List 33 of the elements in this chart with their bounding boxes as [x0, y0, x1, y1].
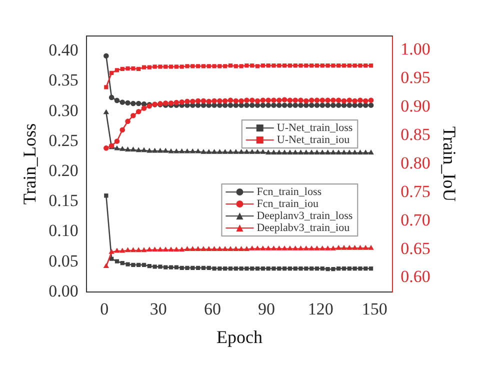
x-tick-label: 60: [204, 300, 221, 319]
legend-label: U-Net_train_iou: [276, 134, 350, 146]
y2-tick-label: 0.90: [400, 96, 430, 116]
y-tick-label: 0.40: [48, 40, 78, 60]
y-tick-label: 0.10: [48, 221, 78, 240]
y2-tick-label: 0.80: [400, 153, 430, 172]
y2-tick-label: 0.95: [400, 68, 430, 88]
legend-label: Fcn_train_loss: [256, 186, 322, 198]
x-tick-label: 150: [362, 300, 388, 319]
y2-tick-label: 0.65: [400, 238, 430, 258]
legend-label: Deeplabv3_train_iou: [256, 222, 350, 234]
y-tick-label: 0.35: [48, 70, 78, 90]
x-tick-label: 0: [100, 300, 109, 319]
y-tick-label: 0.15: [48, 191, 78, 210]
y2-axis-title: Train_IoU: [439, 126, 460, 202]
legend-label: U-Net_train_loss: [276, 122, 353, 134]
y-tick-label: 0.00: [48, 281, 78, 300]
x-tick-label: 30: [150, 300, 167, 319]
y2-tick-label: 0.60: [400, 267, 430, 286]
y2-tick-label: 1.00: [400, 40, 430, 59]
y2-tick-label: 0.75: [400, 182, 430, 201]
y-tick-label: 0.20: [48, 161, 78, 180]
y-axis-title: Train_Loss: [20, 123, 40, 205]
x-tick-label: 90: [258, 300, 276, 319]
legend-label: Deeplanv3_train_loss: [256, 210, 353, 222]
x-tick-label: 120: [308, 300, 334, 319]
y2-tick-label: 0.70: [400, 210, 430, 230]
y-tick-label: 0.25: [48, 130, 78, 150]
y2-tick-label: 0.85: [400, 125, 430, 144]
y-tick-label: 0.30: [48, 100, 78, 120]
legend-label: Fcn_train_iou: [256, 198, 319, 210]
x-axis-title: Epoch: [216, 326, 262, 347]
y-tick-label: 0.05: [48, 251, 78, 270]
